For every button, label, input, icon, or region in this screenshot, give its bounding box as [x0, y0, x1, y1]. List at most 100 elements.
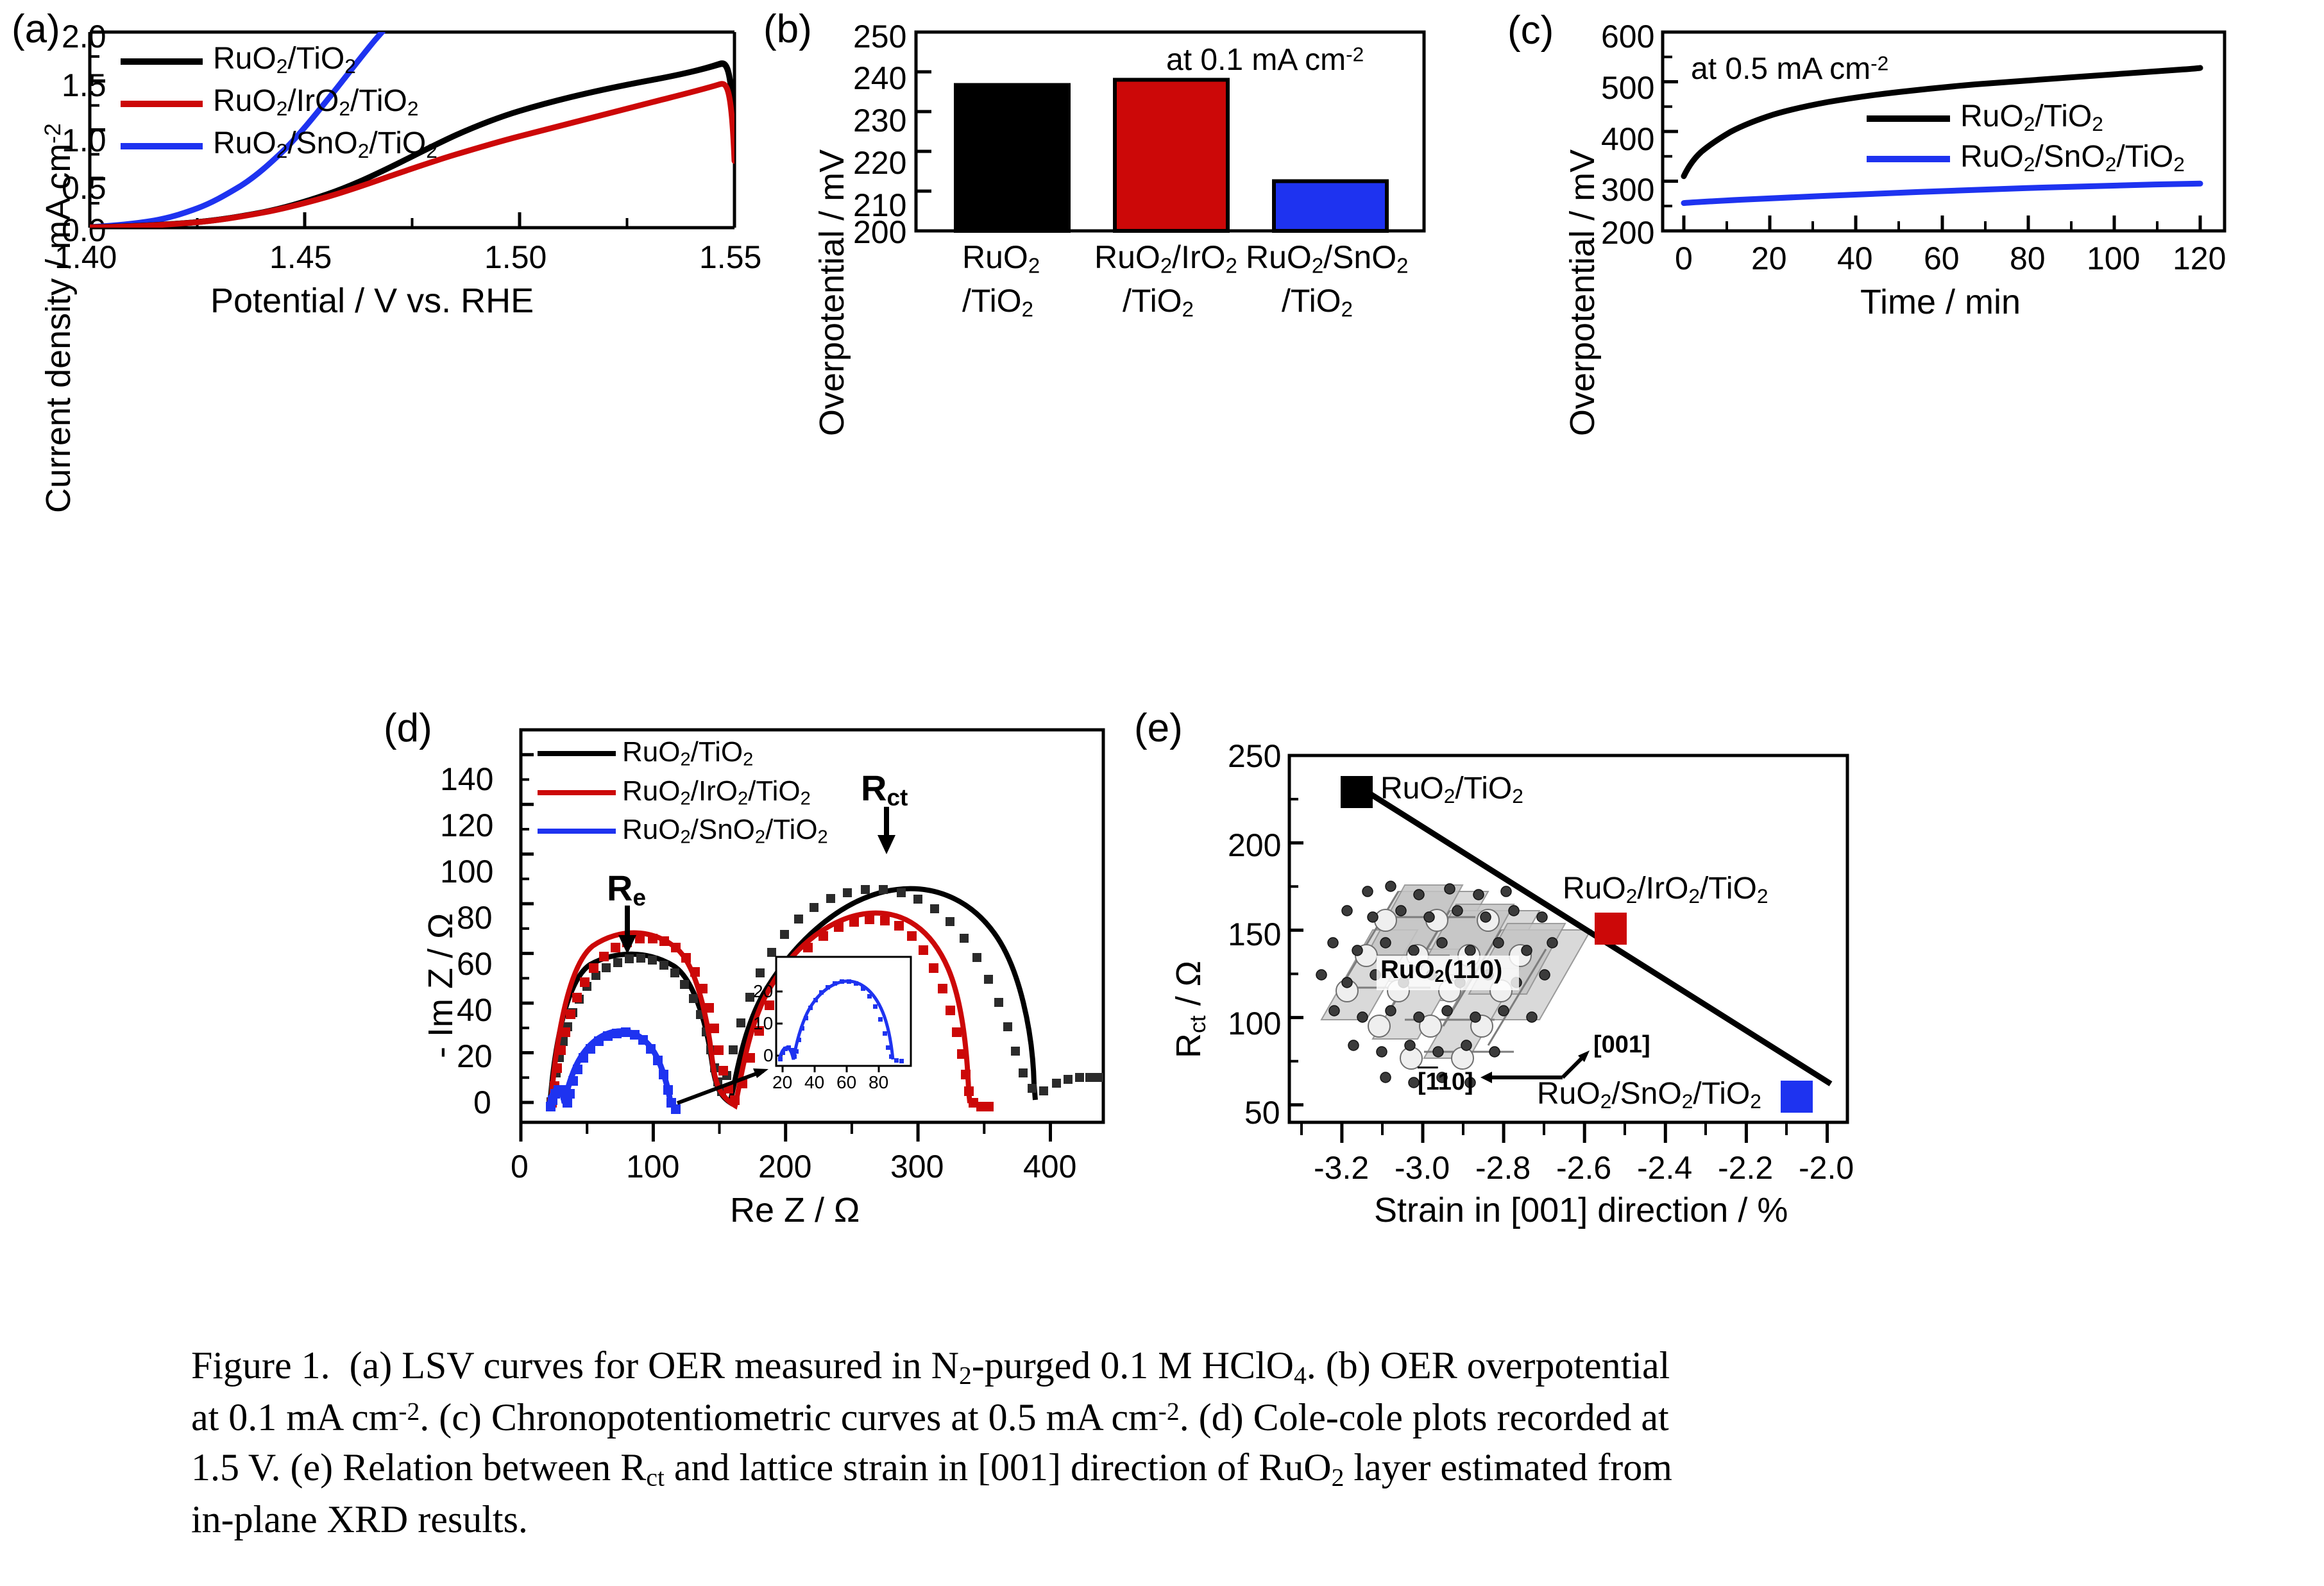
- panel-c-xtick-0: 0: [1675, 240, 1693, 276]
- panel-d-markers-blue: [546, 1027, 681, 1114]
- figure-caption: Figure 1. (a) LSV curves for OER measure…: [191, 1340, 2116, 1544]
- panel-c: (c) Overpotential / mV 600 500 400 300 2…: [1501, 0, 2324, 648]
- panel-d-xtick-400: 400: [1023, 1149, 1077, 1185]
- caption-line-2: at 0.1 mA cm-2. (c) Chronopotentiometric…: [191, 1396, 1669, 1439]
- panel-c-ytick-400: 400: [1601, 121, 1655, 157]
- panel-d-ytick-80: 80: [457, 900, 493, 936]
- panel-d-markers-red: [547, 915, 994, 1111]
- panel-c-ytick-600: 600: [1601, 19, 1655, 55]
- panel-d-xtick-200: 200: [758, 1149, 812, 1185]
- panel-b-bar-ruo2-iro2-tio2: [1113, 78, 1230, 233]
- panel-d-inset-arrowhead: [753, 1068, 768, 1078]
- panel-d-inset-ytick-10: 10: [753, 1013, 774, 1033]
- panel-a-xtick-1.50: 1.50: [484, 239, 547, 275]
- panel-e-ytick-250: 250: [1228, 738, 1282, 774]
- panel-d-axes: [519, 728, 1105, 1142]
- panel-b-condition-annotation: at 0.1 mA cm-2: [1166, 42, 1364, 77]
- panel-d-inset-arrow: [676, 1069, 765, 1105]
- panel-c-tag: (c): [1507, 8, 1554, 53]
- caption-line-1: Figure 1. (a) LSV curves for OER measure…: [191, 1344, 1670, 1390]
- panel-a-xtick-1.45: 1.45: [269, 239, 332, 275]
- panel-d-ytick-60: 60: [457, 946, 493, 982]
- panel-e-point-ruo2-sno2-tio2: [1781, 1081, 1813, 1113]
- panel-d-inset-xtick-80: 80: [869, 1072, 889, 1092]
- panel-a-ytick-0.0: 0.0: [62, 212, 106, 248]
- panel-e-xtick--2.8: -2.8: [1475, 1150, 1531, 1186]
- panel-e-point-label-1: RuO2/TiO2: [1380, 772, 1523, 807]
- panel-c-x-axis-label: Time / min: [1860, 283, 2021, 321]
- panel-b-ytick-230: 230: [853, 103, 907, 139]
- panel-c-ytick-500: 500: [1601, 70, 1655, 106]
- panel-d-inset-xtick-20: 20: [772, 1072, 793, 1092]
- panel-c-xtick-100: 100: [2087, 240, 2141, 276]
- panel-e-xtick--2.4: -2.4: [1637, 1150, 1693, 1186]
- panel-d: (d) - Im Z / Ω 140 120 100 80 60 40 20 0: [378, 699, 1148, 1315]
- panel-d-annotation-rct: Rct: [861, 768, 908, 811]
- panel-b-bar-ruo2-sno2-tio2: [1272, 179, 1389, 233]
- panel-a-legend-item-1: RuO2/TiO2: [213, 42, 356, 78]
- panel-e-x-axis-label: Strain in [001] direction / %: [1374, 1191, 1788, 1229]
- panel-c-curve-ruo2-tio2: [1681, 65, 2203, 180]
- panel-e-ytick-200: 200: [1228, 827, 1282, 863]
- panel-a-legend-item-3: RuO2/SnO2/TiO2: [213, 126, 437, 162]
- panel-b-ytick-250: 250: [853, 19, 907, 55]
- panel-e-xtick--2.6: -2.6: [1556, 1150, 1612, 1186]
- panel-d-annotation-re: Re: [607, 868, 647, 911]
- panel-a-ytick-0.5: 0.5: [62, 170, 106, 206]
- panel-d-xtick-0: 0: [511, 1149, 529, 1185]
- panel-c-curve-ruo2-sno2-tio2: [1681, 180, 2203, 207]
- panel-e-direction-label-001: [001]: [1593, 1031, 1650, 1058]
- panel-a-xtick-1.40: 1.40: [55, 239, 117, 275]
- panel-e-trendline: [1347, 778, 1833, 1086]
- caption-line-4: in-plane XRD results.: [191, 1498, 528, 1541]
- panel-d-inset-ytick-0: 0: [763, 1045, 774, 1065]
- panel-b-xticklabel-1-line2: /TiO2: [962, 283, 1033, 321]
- panel-d-ytick-20: 20: [457, 1038, 493, 1074]
- panel-d-rct-arrowhead: [878, 835, 895, 854]
- panel-d-inset-xtick-40: 40: [804, 1072, 825, 1092]
- panel-b-ytick-200: 200: [853, 214, 907, 250]
- panel-e-xtick--3.0: -3.0: [1395, 1150, 1450, 1186]
- panel-e-arrow-001-head: [1578, 1050, 1590, 1062]
- panel-e-point-label-3: RuO2/SnO2/TiO2: [1537, 1077, 1761, 1113]
- panel-e-arrow-110-head: [1480, 1072, 1492, 1083]
- panel-d-tag: (d): [384, 706, 432, 750]
- panel-e-crystal-label: RuO2(110): [1380, 956, 1503, 986]
- panel-b-tag: (b): [763, 7, 812, 51]
- panel-b-ytick-220: 220: [853, 145, 907, 181]
- panel-b-xticklabel-3-line1: RuO2/SnO2: [1246, 239, 1409, 278]
- panel-b-bar-ruo2-tio2: [954, 83, 1071, 233]
- panel-c-xtick-120: 120: [2173, 240, 2226, 276]
- panel-e-direction-label-110: [110]: [1418, 1068, 1473, 1095]
- panel-e-point-ruo2-iro2-tio2: [1595, 913, 1627, 945]
- panel-d-xtick-100: 100: [626, 1149, 680, 1185]
- panel-c-xtick-60: 60: [1924, 240, 1960, 276]
- panel-e-ytick-100: 100: [1228, 1006, 1282, 1042]
- panel-d-ytick-0: 0: [473, 1084, 491, 1120]
- panel-d-ytick-100: 100: [440, 854, 494, 890]
- panel-a-tag: (a): [12, 7, 60, 51]
- panel-c-legend-item-1: RuO2/TiO2: [1960, 99, 2103, 135]
- panel-d-x-axis-label: Re Z / Ω: [730, 1191, 860, 1229]
- panel-d-legend-item-1: RuO2/TiO2: [622, 736, 754, 770]
- panel-b-xticklabel-2-line2: /TiO2: [1123, 283, 1194, 321]
- panel-b-xticklabel-1-line1: RuO2: [962, 239, 1040, 278]
- panel-e-point-ruo2-tio2: [1341, 776, 1373, 808]
- panel-b: (b) Overpotential / mV 250 240 230 220 2…: [757, 0, 1501, 648]
- panel-a-curve-ruo2-sno2-tio2: [90, 32, 386, 228]
- panel-e-ytick-150: 150: [1228, 916, 1282, 952]
- panel-e-xtick--2.2: -2.2: [1718, 1150, 1774, 1186]
- panel-c-xtick-40: 40: [1837, 240, 1873, 276]
- panel-a: (a) Current density / mA cm-2 2.0 1.5 1.…: [0, 0, 761, 648]
- panel-e-ytick-50: 50: [1244, 1095, 1280, 1131]
- panel-d-markers-black: [547, 885, 1103, 1106]
- panel-c-condition-annotation: at 0.5 mA cm-2: [1691, 51, 1889, 86]
- panel-b-bars: [954, 78, 1389, 233]
- panel-e-point-label-2: RuO2/IrO2/TiO2: [1563, 872, 1768, 907]
- panel-a-ytick-2.0: 2.0: [62, 19, 106, 55]
- panel-d-legend-item-2: RuO2/IrO2/TiO2: [622, 775, 811, 809]
- panel-c-ytick-300: 300: [1601, 172, 1655, 208]
- caption-line-3: 1.5 V. (e) Relation between Rct and latt…: [191, 1446, 1672, 1492]
- panel-d-re-arrowhead: [618, 935, 636, 954]
